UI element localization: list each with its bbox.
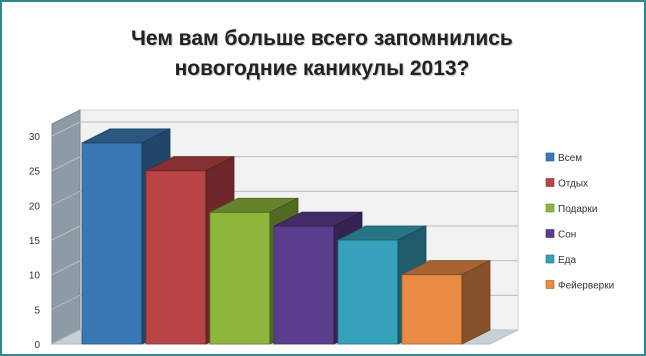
legend-swatch xyxy=(545,203,555,213)
legend-label: Еда xyxy=(558,255,577,266)
legend-swatch xyxy=(545,229,555,238)
legend-item: Еда xyxy=(545,254,577,266)
bar-front xyxy=(337,239,399,345)
bar-side xyxy=(461,260,491,345)
y-tick-label: 15 xyxy=(29,236,41,247)
bar-front xyxy=(273,225,335,345)
y-tick-label: 30 xyxy=(29,132,41,143)
bar-front xyxy=(401,274,463,345)
gridline xyxy=(51,156,518,172)
legend-swatch xyxy=(545,254,555,264)
y-tick-label: 25 xyxy=(29,167,41,178)
side-wall xyxy=(51,109,81,345)
legend-swatch xyxy=(545,178,555,187)
bar xyxy=(401,260,491,345)
y-tick-label: 5 xyxy=(34,305,40,316)
bars xyxy=(81,128,491,345)
chart-title: Чем вам больше всего запомнились новогод… xyxy=(42,24,602,84)
legend-label: Всем xyxy=(558,153,582,164)
bar-front xyxy=(209,211,271,345)
y-tick-label: 10 xyxy=(29,271,41,282)
y-axis: 0 5 10 15 20 25 30 xyxy=(29,132,41,351)
gridline xyxy=(51,190,518,206)
legend-item: Подарки xyxy=(545,203,597,215)
bar-front xyxy=(81,142,143,345)
bar-front xyxy=(145,170,207,345)
legend-label: Фейерверки xyxy=(558,281,614,292)
legend-item: Фейерверки xyxy=(545,280,614,292)
legend-label: Подарки xyxy=(558,204,597,215)
legend-item: Отдых xyxy=(545,178,588,190)
legend-label: Отдых xyxy=(558,179,588,190)
chart-title-line-1: Чем вам больше всего запомнились xyxy=(131,27,513,50)
legend-swatch xyxy=(545,280,555,289)
y-tick-label: 20 xyxy=(29,201,41,212)
legend: Всем Отдых Подарки Сон Еда Фейерверки xyxy=(545,152,614,292)
chart-title-line-2: новогодние каникулы 2013? xyxy=(174,57,470,80)
legend-item: Всем xyxy=(545,152,582,164)
y-tick-label: 0 xyxy=(34,340,40,351)
gridline xyxy=(51,121,518,137)
legend-label: Сон xyxy=(558,230,576,241)
legend-swatch xyxy=(545,152,555,162)
legend-item: Сон xyxy=(545,229,576,241)
